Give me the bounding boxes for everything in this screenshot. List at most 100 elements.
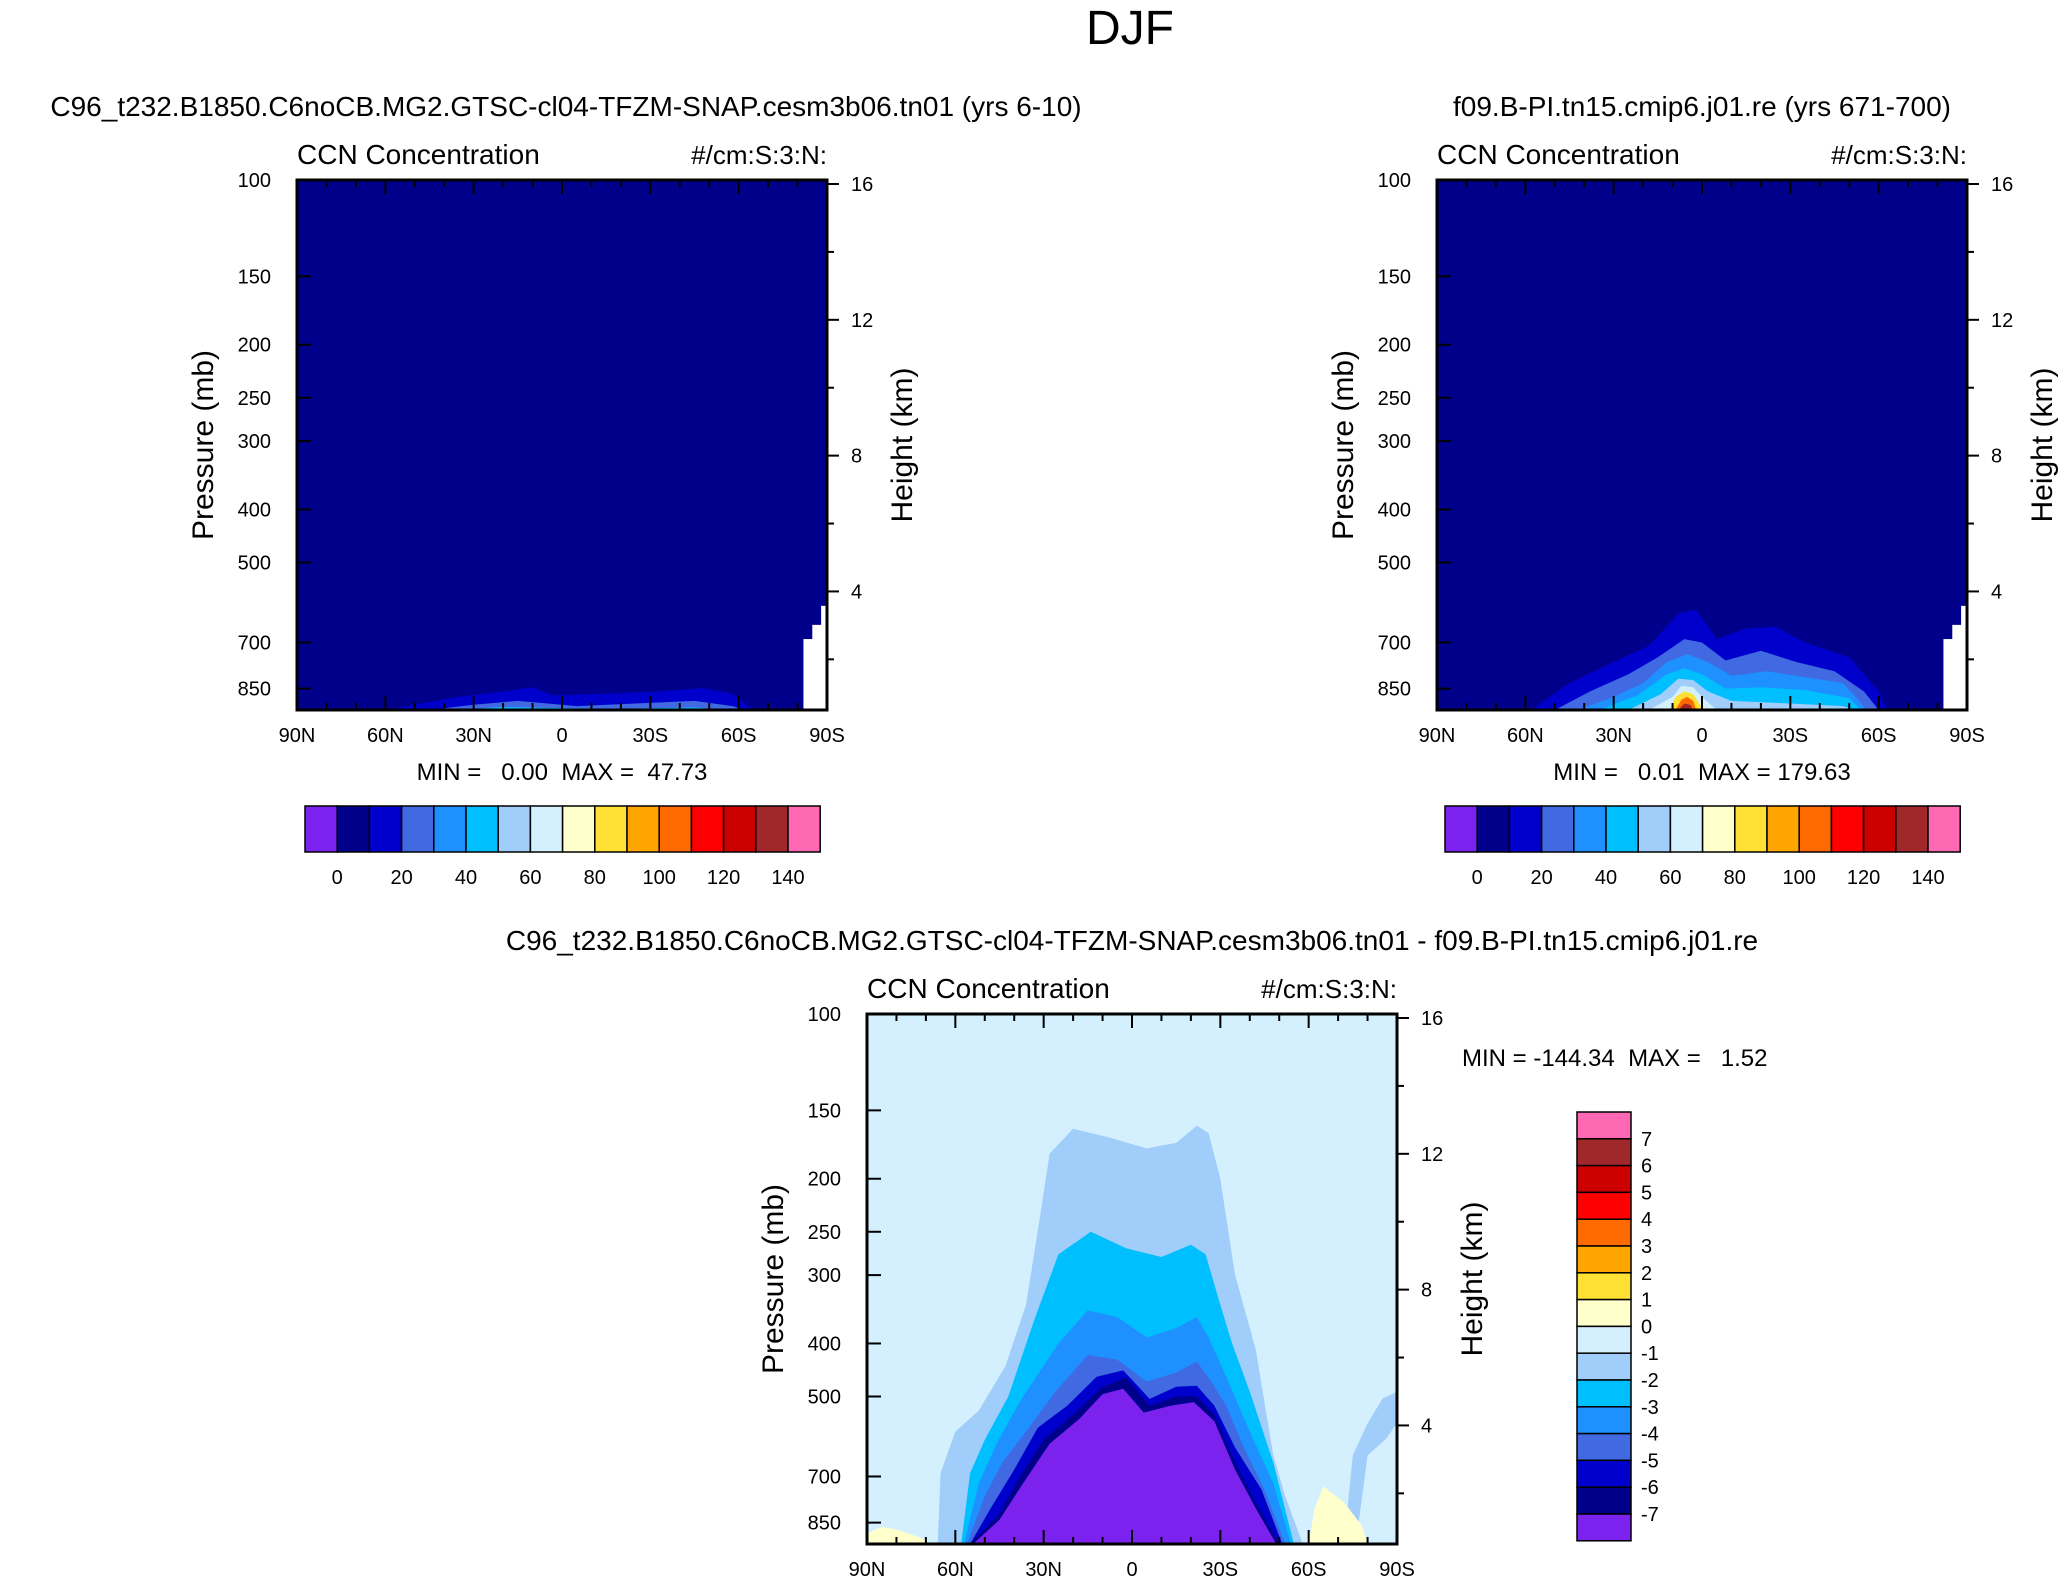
colorbar-swatch xyxy=(1798,805,1833,853)
colorbar-swatch xyxy=(1576,1111,1632,1140)
colorbar-swatch xyxy=(1669,805,1704,853)
y-tick-label: 400 xyxy=(1378,499,1411,521)
ylabel: Pressure (mb) xyxy=(187,350,220,540)
y-tick-label: 200 xyxy=(1378,335,1411,357)
axes: 90N 60N 30N 0 30S 60S 90S 100 150 200 250 300 400 500… xyxy=(1378,170,2014,747)
colorbar-label: 6 xyxy=(1641,1156,1652,1178)
plot-area xyxy=(297,180,827,710)
y2-tick-label: 16 xyxy=(851,174,873,196)
colorbar-swatch xyxy=(1540,805,1575,853)
colorbar-swatch xyxy=(1576,1298,1632,1328)
colorbar-swatch xyxy=(1576,1459,1632,1488)
x-tick-label: 0 xyxy=(1126,1559,1137,1581)
colorbar-swatch xyxy=(1576,1272,1632,1301)
panel-reference-right-string: #/cm:S:3:N: xyxy=(1831,140,1967,170)
y2-tick-label: 8 xyxy=(1991,446,2002,468)
colorbar-swatch xyxy=(1927,805,1961,853)
colorbar-swatch xyxy=(1895,805,1929,853)
ylabel: Pressure (mb) xyxy=(757,1184,790,1374)
x-tick-label: 0 xyxy=(556,725,567,747)
colorbar-swatch xyxy=(1576,1379,1632,1408)
y-tick-label: 250 xyxy=(1378,388,1411,410)
colorbar-label: 40 xyxy=(455,867,477,889)
colorbar-swatch xyxy=(1576,1245,1632,1274)
y-tick-label: 500 xyxy=(808,1387,841,1409)
missing-data xyxy=(1961,605,1967,710)
y-tick-label: 400 xyxy=(238,499,271,521)
colorbar-label: 60 xyxy=(1659,867,1681,889)
min-max-label: MIN = -144.34 MAX = 1.52 xyxy=(1462,1045,1767,1072)
colorbar-label: 7 xyxy=(1641,1129,1652,1151)
colorbar-swatch xyxy=(1637,805,1672,853)
colorbar-label: 20 xyxy=(1530,867,1552,889)
ylabel: Pressure (mb) xyxy=(1327,350,1360,540)
background-fill xyxy=(297,180,827,710)
y-tick-label: 700 xyxy=(808,1466,841,1488)
colorbar-label: -6 xyxy=(1641,1477,1659,1499)
y-tick-label: 700 xyxy=(238,632,271,654)
min-max-label: MIN = 0.01 MAX = 179.63 xyxy=(1553,759,1851,786)
y-tick-label: 400 xyxy=(808,1333,841,1355)
panel-model: C96_t232.B1850.C6noCB.MG2.GTSC-cl04-TFZM… xyxy=(50,91,1081,889)
colorbar-swatch xyxy=(1862,805,1897,853)
y2-tick-label: 8 xyxy=(1421,1280,1432,1302)
contour-fill-0 xyxy=(867,1526,932,1544)
y-tick-label: 850 xyxy=(808,1513,841,1535)
colorbar-swatch xyxy=(1576,1138,1632,1167)
y-tick-label: 300 xyxy=(1378,431,1411,453)
y2-tick-label: 12 xyxy=(1991,310,2013,332)
colorbar-label: -7 xyxy=(1641,1504,1659,1526)
panel-model-right-string: #/cm:S:3:N: xyxy=(691,140,827,170)
colorbar-swatch xyxy=(400,805,435,853)
colorbar-swatch xyxy=(1576,1513,1632,1542)
colorbar-swatch xyxy=(722,805,757,853)
colorbar-label: 140 xyxy=(1911,867,1944,889)
colorbar-swatch xyxy=(465,805,499,853)
contour-fill-blob xyxy=(1344,1391,1397,1544)
colorbar: 0 20 40 60 80 100 120 140 xyxy=(304,805,821,889)
y-tick-label: 500 xyxy=(1378,553,1411,575)
y-tick-label: 250 xyxy=(238,388,271,410)
colorbar-swatch xyxy=(304,805,338,853)
colorbar-swatch xyxy=(1573,805,1607,853)
colorbar-swatch xyxy=(1576,1432,1632,1462)
colorbar-label: 20 xyxy=(390,867,412,889)
colorbar-label: 80 xyxy=(1724,867,1746,889)
y2-tick-label: 12 xyxy=(851,310,873,332)
contour-fill-neg7 xyxy=(973,1388,1277,1544)
colorbar-swatch xyxy=(561,805,596,853)
colorbar-label: 4 xyxy=(1641,1209,1652,1231)
panel-difference-left-string: CCN Concentration xyxy=(867,973,1110,1004)
colorbar-label: 3 xyxy=(1641,1236,1652,1258)
colorbar-label: 100 xyxy=(1783,867,1816,889)
panel-reference: f09.B-PI.tn15.cmip6.j01.re (yrs 671-700)… xyxy=(1327,91,2058,889)
plot-area xyxy=(867,1014,1397,1544)
x-tick-label: 30N xyxy=(455,725,492,747)
y-tick-label: 100 xyxy=(808,1004,841,1026)
colorbar-label: -2 xyxy=(1641,1370,1659,1392)
colorbar-label: -5 xyxy=(1641,1450,1659,1472)
y-tick-label: 100 xyxy=(1378,170,1411,192)
colorbar-label: 40 xyxy=(1595,867,1617,889)
x-tick-label: 60S xyxy=(1291,1559,1327,1581)
colorbar-swatch xyxy=(1576,1352,1632,1381)
y-tick-label: 100 xyxy=(238,170,271,192)
y-tick-label: 700 xyxy=(1378,632,1411,654)
x-tick-label: 30N xyxy=(1025,1559,1062,1581)
y2-tick-label: 4 xyxy=(1421,1415,1432,1437)
colorbar-swatch xyxy=(529,805,564,853)
colorbar-label: 140 xyxy=(771,867,804,889)
colorbar-swatch xyxy=(368,805,403,853)
colorbar-swatch xyxy=(1734,805,1768,853)
x-tick-label: 30S xyxy=(1773,725,1809,747)
contour-fill-blob-positive xyxy=(1308,1486,1368,1544)
y2-tick-label: 8 xyxy=(851,446,862,468)
colorbar-swatch xyxy=(1576,1191,1632,1220)
colorbar-swatch xyxy=(1576,1325,1632,1354)
colorbar-swatch xyxy=(690,805,725,853)
y2label: Height (km) xyxy=(2026,367,2058,522)
y-tick-label: 150 xyxy=(1378,266,1411,288)
y-tick-label: 300 xyxy=(808,1265,841,1287)
colorbar: 0 20 40 60 80 100 120 140 xyxy=(1444,805,1961,889)
